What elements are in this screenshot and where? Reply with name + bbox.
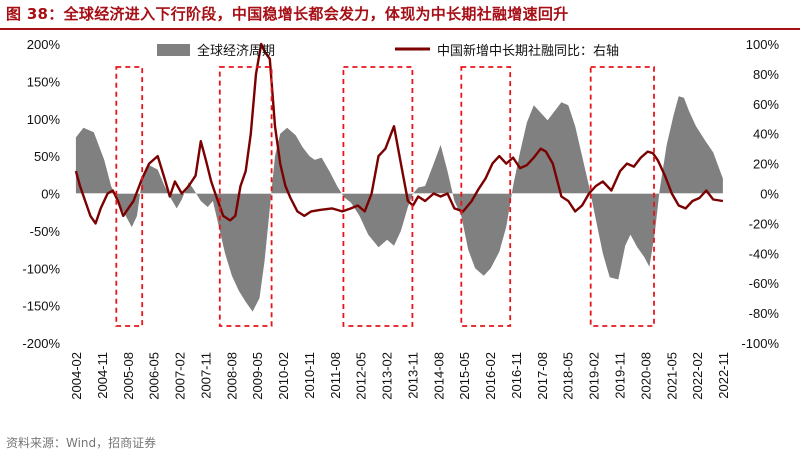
chart-title: 图 38：全球经济进入下行阶段，中国稳增长都会发力，体现为中长期社融增速回升 bbox=[6, 5, 569, 23]
left-axis-tick-label: 200% bbox=[27, 37, 61, 52]
x-axis-tick-label: 2010-11 bbox=[302, 352, 317, 399]
source-note: 资料来源：Wind，招商证券 bbox=[6, 436, 157, 450]
x-axis-tick-label: 2019-11 bbox=[613, 352, 628, 399]
x-axis-tick-label: 2007-02 bbox=[173, 352, 188, 400]
legend-swatch-area bbox=[157, 44, 190, 56]
x-axis-tick-label: 2007-11 bbox=[198, 352, 213, 399]
highlight-box-2 bbox=[218, 66, 273, 327]
x-axis-tick-label: 2010-02 bbox=[276, 352, 291, 400]
title-divider bbox=[0, 28, 800, 30]
x-axis-tick-label: 2016-02 bbox=[483, 352, 498, 400]
x-axis-tick-label: 2005-08 bbox=[121, 352, 136, 400]
x-axis-tick-label: 2004-02 bbox=[69, 352, 84, 400]
series-line-china-credit bbox=[74, 42, 724, 225]
x-axis-tick-label: 2013-11 bbox=[406, 352, 421, 399]
right-axis-tick-label: 80% bbox=[753, 67, 779, 82]
x-axis-tick-label: 2016-11 bbox=[509, 352, 524, 399]
x-axis-tick-label: 2022-11 bbox=[716, 352, 731, 399]
x-axis-tick-label: 2021-05 bbox=[664, 352, 679, 400]
x-axis-tick-label: 2009-05 bbox=[250, 352, 265, 400]
highlight-box-1 bbox=[115, 66, 144, 327]
left-axis-tick-label: -50% bbox=[30, 224, 61, 239]
x-axis-tick-label: 2019-02 bbox=[587, 352, 602, 400]
right-axis-tick-label: 60% bbox=[753, 97, 779, 112]
right-axis-tick-label: 40% bbox=[753, 127, 779, 142]
left-axis-tick-label: 150% bbox=[27, 74, 61, 89]
x-axis-tick-label: 2022-02 bbox=[690, 352, 705, 400]
right-axis-tick-label: -80% bbox=[749, 306, 780, 321]
highlight-box-4 bbox=[460, 66, 512, 327]
x-axis-tick-label: 2012-05 bbox=[354, 352, 369, 400]
x-axis-tick-label: 2006-05 bbox=[147, 352, 162, 400]
right-axis-tick-label: 0% bbox=[760, 187, 779, 202]
x-axis-tick-label: 2018-05 bbox=[561, 352, 576, 400]
left-axis-tick-label: 100% bbox=[27, 112, 61, 127]
left-axis-tick-label: -150% bbox=[22, 299, 60, 314]
left-axis-tick-label: -200% bbox=[22, 336, 60, 351]
x-axis-tick-label: 2011-08 bbox=[328, 352, 343, 399]
legend-label-global-cycle: 全球经济周期 bbox=[197, 43, 275, 59]
highlight-box-3 bbox=[342, 66, 414, 327]
x-axis-tick-label: 2013-02 bbox=[380, 352, 395, 400]
x-axis-tick-label: 2014-08 bbox=[431, 352, 446, 400]
legend-label-china-credit: 中国新增中长期社融同比：右轴 bbox=[437, 43, 619, 59]
right-axis-tick-label: -100% bbox=[741, 336, 779, 351]
series-area-global-cycle bbox=[75, 96, 723, 312]
x-axis-tick-label: 2015-05 bbox=[457, 352, 472, 400]
left-axis-tick-label: 50% bbox=[34, 149, 60, 164]
right-axis-tick-label: -20% bbox=[749, 216, 780, 231]
x-axis-tick-label: 2020-08 bbox=[638, 352, 653, 400]
right-axis-tick-label: 20% bbox=[753, 157, 779, 172]
x-axis-tick-label: 2017-08 bbox=[535, 352, 550, 400]
x-axis-tick-label: 2008-08 bbox=[224, 352, 239, 400]
right-axis-tick-label: -60% bbox=[749, 276, 780, 291]
right-axis-tick-label: 100% bbox=[746, 37, 780, 52]
left-axis-tick-label: 0% bbox=[41, 187, 60, 202]
x-axis-tick-label: 2004-11 bbox=[95, 352, 110, 399]
left-axis-tick-label: -100% bbox=[22, 261, 60, 276]
right-axis-tick-label: -40% bbox=[749, 246, 780, 261]
highlight-box-5 bbox=[589, 66, 655, 327]
